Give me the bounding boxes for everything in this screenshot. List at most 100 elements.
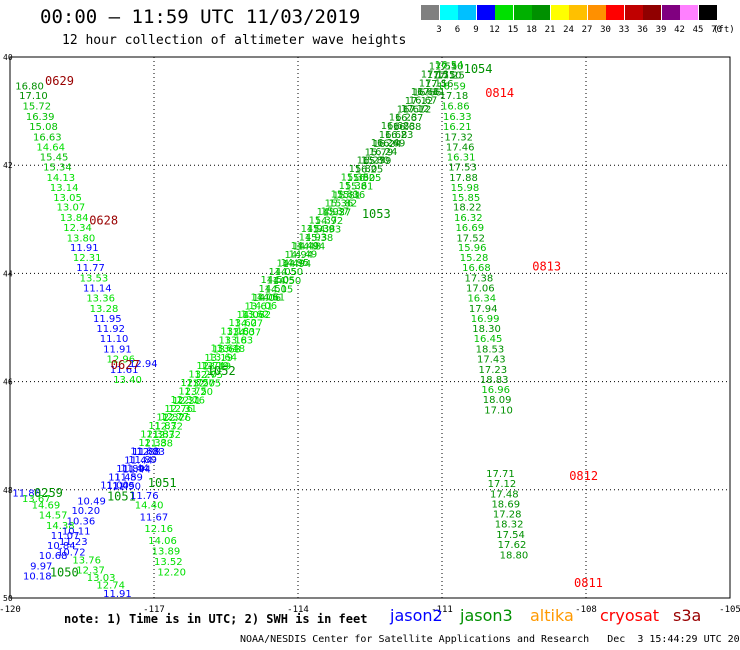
- wave-height-point: 16.59: [437, 81, 466, 92]
- wave-height-point: 16.32: [454, 213, 483, 224]
- wave-height-point: 16.86: [441, 101, 470, 112]
- legend-tick: 12: [489, 25, 500, 35]
- wave-height-point: 13.14: [50, 183, 79, 194]
- wave-height-point: 10.20: [71, 506, 100, 517]
- swath-value: 12.33: [136, 447, 165, 458]
- lat-tick-label: 46: [3, 378, 13, 387]
- swath-value: 14.07: [234, 319, 263, 330]
- wave-height-point: 12.16: [144, 524, 173, 535]
- legend-swatch: [421, 5, 439, 20]
- wave-height-point: 11.95: [93, 314, 122, 325]
- swath-value: 14.94: [283, 259, 312, 270]
- wave-height-point: 11.23: [59, 537, 88, 548]
- swath-value: 13.19: [202, 362, 231, 373]
- wave-height-point: 17.48: [490, 489, 519, 500]
- swath-value: 15.81: [331, 190, 360, 201]
- wave-height-point: 17.12: [488, 479, 517, 490]
- wave-height-point: 17.28: [493, 509, 522, 520]
- wave-height-point: 10.36: [67, 516, 96, 527]
- wave-height-point: 11.14: [83, 283, 112, 294]
- swath-value: 15.79: [365, 147, 394, 158]
- wave-height-point: 16.34: [467, 294, 496, 305]
- legend-swatch: [550, 5, 569, 20]
- wave-height-point: 10.18: [23, 572, 52, 583]
- swath-value: 14.05: [267, 276, 296, 287]
- wave-height-point: 14.69: [32, 501, 61, 512]
- wave-height-point: 11.10: [100, 334, 129, 345]
- legend-swatch: [532, 5, 550, 20]
- swath-value: 15.82: [329, 198, 358, 209]
- wave-height-point: 17.32: [444, 132, 473, 143]
- swath-value: 13.64: [210, 344, 239, 355]
- legend-swatch: [606, 5, 624, 20]
- swath-value: 13.20: [184, 387, 213, 398]
- swath-value: 12.32: [152, 430, 181, 441]
- wave-height-point: 16.69: [455, 223, 484, 234]
- wave-height-point: 13.76: [72, 555, 101, 566]
- wave-height-point: 18.83: [480, 375, 509, 386]
- wave-height-point: 13.07: [57, 203, 86, 214]
- legend-tick: 6: [454, 25, 461, 35]
- wave-height-point: 13.84: [60, 213, 89, 224]
- swath-value: 14.07: [236, 310, 265, 321]
- swath-value: 17.10: [433, 70, 462, 81]
- wave-height-point: 11.76: [130, 491, 159, 502]
- wave-height-point: 15.96: [458, 243, 487, 254]
- swath-value: 12.75: [194, 370, 223, 381]
- chart-subtitle: 12 hour collection of altimeter wave hei…: [62, 33, 407, 48]
- swath-value: 16.68: [381, 121, 410, 132]
- wave-height-point: 17.62: [498, 540, 527, 551]
- swath-value: 12.33: [140, 429, 169, 440]
- swath-value: 16.25: [357, 156, 386, 167]
- wave-height-point: 13.05: [53, 193, 82, 204]
- swath-value: 14.50: [260, 275, 289, 286]
- wave-height-point: 10.68: [39, 551, 68, 562]
- swath-value: 14.92: [317, 207, 346, 218]
- swath-value: 13.64: [208, 352, 237, 363]
- wave-height-point: 11.92: [96, 324, 125, 335]
- track-time-label: 0811: [574, 576, 603, 590]
- swath-value: 15.37: [309, 215, 338, 226]
- wave-height-point: 16.63: [33, 132, 62, 143]
- wave-height-point: 12.94: [129, 359, 158, 370]
- swath-value: 14.50: [273, 276, 302, 287]
- swath-value: 12.75: [192, 379, 221, 390]
- swath-value: 11.44: [122, 464, 151, 475]
- wave-height-point: 17.54: [496, 530, 525, 541]
- swath-value: 17.10: [435, 62, 464, 73]
- swath-value: 12.32: [154, 421, 183, 432]
- legend-swatch: [495, 5, 513, 20]
- track-time-label: 1051: [148, 476, 177, 490]
- legend-swatch: [643, 5, 661, 20]
- lat-tick-label: 40: [3, 53, 13, 62]
- wave-height-point: 12.34: [63, 223, 92, 234]
- swath-value: 12.76: [162, 413, 191, 424]
- swath-value: 13.62: [228, 318, 257, 329]
- wave-height-point: 10.11: [62, 527, 91, 538]
- wave-height-point: 11.88: [12, 488, 41, 499]
- legend-swatch: [661, 5, 680, 20]
- wave-height-point: 17.52: [456, 233, 485, 244]
- swath-value: 15.81: [345, 182, 374, 193]
- legend-tick: 70: [711, 25, 722, 35]
- swath-value: 14.49: [291, 241, 320, 252]
- wave-height-point: 13.40: [113, 375, 142, 386]
- chart-title: 00:00 — 11:59 UTC 11/03/2019: [40, 6, 361, 28]
- legend-tick: 45: [692, 25, 704, 35]
- swath-value: 14.07: [232, 327, 261, 338]
- swath-value: 14.06: [249, 301, 278, 312]
- wave-height-point: 17.23: [478, 365, 507, 376]
- wave-height-point: 15.85: [452, 193, 481, 204]
- wave-height-point: 16.80: [15, 81, 44, 92]
- wave-height-point: 13.80: [67, 233, 96, 244]
- wave-height-point: 17.10: [484, 406, 513, 417]
- swath-value: 14.05: [265, 284, 294, 295]
- swath-value: 13.18: [220, 327, 249, 338]
- lon-tick-label: -108: [575, 605, 597, 615]
- lon-tick-label: -120: [0, 605, 21, 615]
- wave-height-point: 15.28: [460, 253, 489, 264]
- swath-value: 12.33: [138, 438, 167, 449]
- swath-value: 17.12: [401, 104, 430, 115]
- swath-value: 16.23: [389, 113, 418, 124]
